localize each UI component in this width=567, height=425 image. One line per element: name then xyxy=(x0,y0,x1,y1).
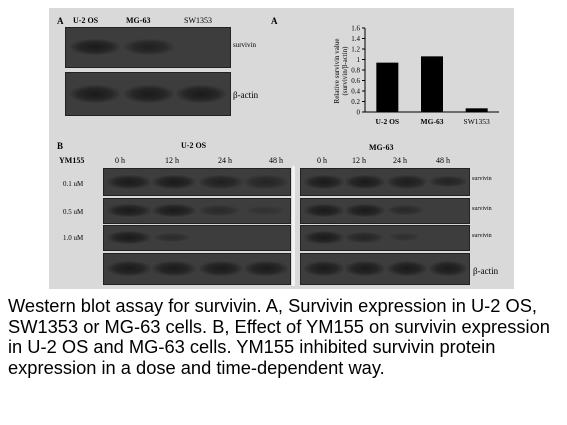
mg63-blot-05 xyxy=(300,198,470,224)
bar-sw1353 xyxy=(465,108,488,112)
y-axis-label: Relative survivin value(survivin/β-actin… xyxy=(333,39,349,104)
time-u-0: 0 h xyxy=(115,156,125,165)
mg63-row-label-1: survivin xyxy=(472,176,492,182)
x-tick-label: SW1353 xyxy=(464,117,491,126)
row-label-survivin: survivin xyxy=(233,41,256,49)
panel-a-letter: A xyxy=(57,16,64,26)
figure-panel: A U-2 OS MG-63 SW1353 survivin β-actin A… xyxy=(49,8,514,289)
dose-10: 1.0 uM xyxy=(63,234,84,242)
panel-separator xyxy=(292,166,295,286)
survivin-blot-a xyxy=(65,27,231,68)
row-label-actin-b: β-actin xyxy=(473,266,499,276)
band-u2os xyxy=(70,39,120,55)
time-m-48: 48 h xyxy=(436,156,450,165)
y-tick-label: 1 xyxy=(357,56,361,64)
time-u-24: 24 h xyxy=(218,156,232,165)
y-tick-label: 0.6 xyxy=(351,77,360,85)
time-m-0: 0 h xyxy=(317,156,327,165)
dose-05: 0.5 uM xyxy=(63,208,84,216)
panel-b-letter: B xyxy=(57,141,64,151)
time-m-24: 24 h xyxy=(393,156,407,165)
dose-01: 0.1 uM xyxy=(63,180,84,188)
u2os-blot-01 xyxy=(103,168,291,196)
figure-caption: Western blot assay for survivin. A, Surv… xyxy=(8,295,550,378)
x-tick-label: U-2 OS xyxy=(376,117,400,126)
u2os-blot-05 xyxy=(103,198,291,224)
mg63-row-label-3: survivin xyxy=(472,233,492,239)
u2os-blot-actin xyxy=(103,253,291,285)
row-label-actin-a: β-actin xyxy=(233,90,259,100)
y-tick-label: 1.6 xyxy=(351,25,360,33)
y-tick-label: 0.2 xyxy=(351,98,360,106)
lane-label-u2os: U-2 OS xyxy=(73,16,99,25)
mg63-blot-actin xyxy=(300,253,470,285)
time-m-12: 12 h xyxy=(352,156,366,165)
bar-u-2-os xyxy=(376,62,399,112)
lane-label-sw1353: SW1353 xyxy=(184,16,212,25)
chart-letter: A xyxy=(271,16,278,26)
mg63-row-label-2: survivin xyxy=(472,206,492,212)
mg63-blot-10 xyxy=(300,225,470,251)
y-tick-label: 1.2 xyxy=(351,46,360,54)
y-tick-label: 0.8 xyxy=(351,67,360,75)
y-tick-label: 0 xyxy=(357,109,361,117)
x-tick-label: MG-63 xyxy=(421,117,444,126)
bar-mg-63 xyxy=(421,56,443,112)
u2os-blot-10 xyxy=(103,225,291,251)
mg63-blot-01 xyxy=(300,168,470,196)
y-tick-label: 0.4 xyxy=(351,88,360,96)
drug-label: YM155 xyxy=(59,156,85,165)
band-mg63 xyxy=(124,39,174,55)
time-u-12: 12 h xyxy=(165,156,179,165)
lane-label-mg63: MG-63 xyxy=(126,16,151,25)
mg63-title: MG-63 xyxy=(369,143,394,152)
time-u-48: 48 h xyxy=(269,156,283,165)
y-tick-label: 1.4 xyxy=(351,35,360,43)
u2os-title: U-2 OS xyxy=(181,141,207,150)
actin-blot-a xyxy=(65,72,231,116)
